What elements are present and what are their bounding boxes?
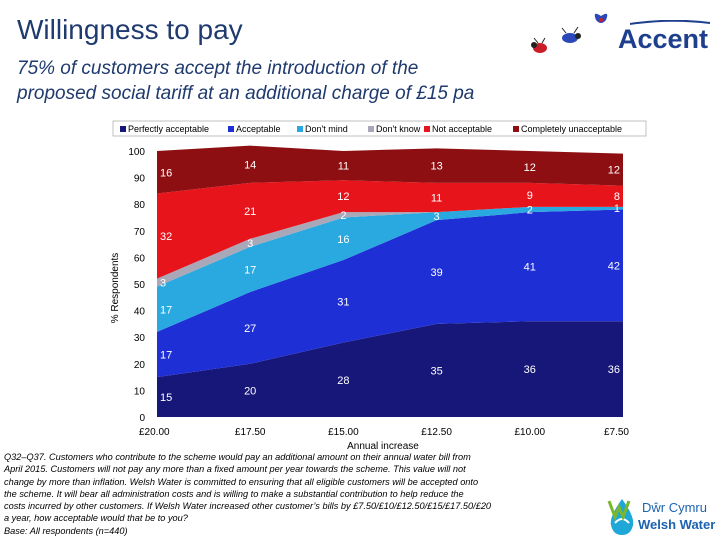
x-tick-label: £17.50 (235, 427, 266, 438)
data-label: 12 (608, 165, 620, 177)
welsh-water-logo-line-2: Welsh Water (638, 517, 716, 532)
x-axis: £20.00 £17.50 £15.00 £12.50 £10.00 £7.50 (139, 427, 629, 438)
data-label: 3 (434, 211, 440, 223)
data-label: 32 (160, 231, 172, 243)
footnote-base: Base: All respondents (n=440) (4, 525, 128, 536)
y-tick-label: 50 (134, 280, 146, 291)
legend-swatch (513, 126, 519, 132)
footnote-line: change by more than inflation. Welsh Wat… (4, 476, 479, 487)
page-subtitle: 75% of customers accept the introduction… (17, 56, 474, 106)
y-tick-label: 40 (134, 307, 146, 318)
footnote-line: Q32–Q37. Customers who contribute to the… (4, 452, 471, 462)
data-label: 3 (160, 278, 166, 290)
page-title: Willingness to pay (17, 14, 243, 45)
data-label: 9 (527, 190, 533, 202)
legend-swatch (297, 126, 303, 132)
data-label: 2 (340, 210, 346, 222)
footnote-line: costs incurred by other customers. If We… (4, 501, 492, 512)
legend-entry: Not acceptable (432, 124, 492, 134)
legend-entry: Acceptable (236, 124, 281, 134)
area-series (157, 206, 623, 332)
legend-entry: Don't know (376, 124, 421, 134)
y-tick-label: 20 (134, 360, 146, 371)
footnote-line: the scheme. It will bear all administrat… (4, 488, 464, 499)
stacked-area-chart: Perfectly acceptable Acceptable Don't mind… (110, 120, 647, 452)
data-label: 36 (524, 364, 536, 376)
data-label: 14 (244, 159, 256, 171)
data-label: 20 (244, 385, 256, 397)
y-tick-label: 10 (134, 386, 146, 397)
data-label: 11 (431, 193, 442, 205)
area-series (157, 180, 623, 279)
data-label: 35 (430, 365, 442, 377)
area-series (157, 209, 623, 378)
data-label: 17 (244, 264, 256, 276)
chart-areas (157, 145, 623, 417)
data-label: 21 (244, 206, 256, 218)
y-tick-label: 0 (139, 413, 145, 424)
legend-entry: Don't mind (305, 124, 348, 134)
y-tick-label: 60 (134, 253, 146, 264)
data-label: 36 (608, 364, 620, 376)
legend-swatch (120, 126, 126, 132)
data-label: 13 (430, 161, 442, 173)
footnote-line: a year, how acceptable would that be to … (4, 513, 188, 524)
welsh-water-logo-line-1: Dŵr Cymru (642, 500, 707, 515)
data-label: 28 (337, 375, 349, 387)
data-label: 1 (614, 203, 620, 215)
footnote-line: April 2015. Customers will not pay any m… (4, 464, 466, 475)
data-label: 3 (247, 238, 253, 250)
data-label: 17 (160, 349, 172, 361)
data-label: 11 (338, 161, 349, 173)
x-tick-label: £10.00 (515, 427, 546, 438)
y-tick-label: 70 (134, 227, 146, 238)
subtitle-line-1: 75% of customers accept the introduction… (17, 58, 419, 79)
y-tick-label: 30 (134, 333, 146, 344)
legend-entry: Perfectly acceptable (128, 124, 209, 134)
data-label: 16 (337, 234, 349, 246)
legend-swatch (368, 126, 374, 132)
y-axis: 0 10 20 30 40 50 60 70 80 90 100 (128, 147, 145, 424)
data-label: 16 (160, 167, 172, 179)
bug-illustration-icon (531, 13, 608, 53)
x-tick-label: £15.00 (328, 427, 359, 438)
question-footnote: Q32–Q37. Customers who contribute to the… (4, 451, 584, 537)
legend-swatch (228, 126, 234, 132)
data-label: 12 (524, 162, 536, 174)
x-tick-label: £20.00 (139, 427, 170, 438)
legend-entry: Completely unacceptable (521, 124, 622, 134)
legend-swatch (424, 126, 430, 132)
data-label: 15 (160, 392, 172, 404)
x-tick-label: £12.50 (421, 427, 452, 438)
legend-box (112, 120, 647, 137)
y-axis-label: % Respondents (110, 253, 121, 324)
y-tick-label: 100 (128, 147, 145, 158)
data-label: 31 (337, 296, 349, 308)
accent-swoosh-icon (630, 20, 710, 25)
data-label: 8 (614, 191, 620, 203)
chart-legend: Perfectly acceptable Acceptable Don't mind… (112, 120, 647, 137)
area-series (157, 321, 623, 417)
x-axis-label: Annual increase (347, 441, 419, 452)
data-label: 41 (524, 262, 536, 274)
data-label: 2 (527, 205, 533, 217)
subtitle-line-2: proposed social tariff at an additional … (17, 83, 475, 104)
accent-logo: Accent (618, 24, 709, 54)
data-label: 27 (244, 323, 256, 335)
data-label: 42 (608, 260, 620, 272)
welsh-water-drop-icon (607, 499, 634, 535)
y-tick-label: 90 (134, 174, 146, 185)
data-label: 12 (337, 191, 349, 203)
x-tick-label: £7.50 (604, 427, 629, 438)
data-label: 39 (430, 267, 442, 279)
data-label: 17 (160, 304, 172, 316)
y-tick-label: 80 (134, 200, 146, 211)
area-series (157, 145, 623, 194)
